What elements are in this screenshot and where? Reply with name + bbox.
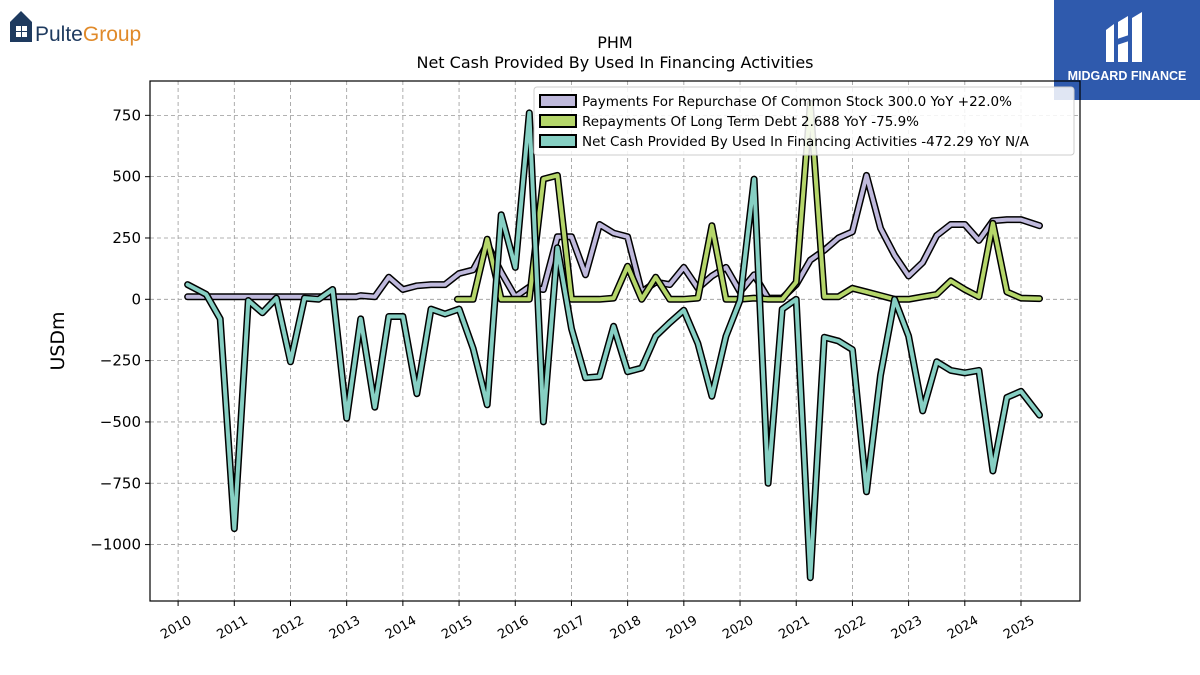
x-tick-label: 2016	[495, 613, 531, 643]
x-tick-label: 2025	[1001, 613, 1037, 643]
y-tick-label: −1000	[90, 536, 141, 554]
pultegroup-logo: PulteGroup	[8, 8, 158, 48]
x-tick-label: 2015	[439, 613, 475, 643]
svg-text:PulteGroup: PulteGroup	[35, 23, 141, 46]
x-tick-label: 2019	[664, 613, 700, 643]
y-axis-ticks: 750 500 250 0 −250 −500 −750 −1000	[90, 106, 150, 554]
midgard-finance-text: MIDGARD FINANCE	[1068, 69, 1187, 83]
x-tick-label: 2018	[608, 613, 644, 643]
x-tick-label: 2017	[552, 613, 588, 643]
x-tick-label: 2024	[945, 613, 981, 643]
legend-entry: Payments For Repurchase Of Common Stock …	[582, 94, 1012, 110]
y-tick-label: 250	[112, 229, 141, 247]
chart-subtitle: Net Cash Provided By Used In Financing A…	[416, 53, 813, 72]
y-tick-label: 750	[112, 106, 141, 124]
series-line-2	[185, 110, 1042, 580]
x-tick-label: 2010	[158, 613, 194, 643]
logo-text-pulte: Pulte	[35, 23, 83, 46]
logo-text-group: Group	[83, 23, 141, 46]
x-tick-label: 2022	[833, 613, 869, 643]
series-line-outline-0	[184, 171, 1043, 302]
legend-swatch	[539, 114, 577, 128]
house-logo-icon: PulteGroup	[10, 11, 141, 46]
x-tick-label: 2020	[720, 613, 756, 643]
x-tick-label: 2012	[271, 613, 307, 643]
legend-entry: Repayments Of Long Term Debt 2.688 YoY -…	[582, 114, 919, 130]
y-tick-label: −250	[100, 352, 141, 370]
y-tick-label: −750	[100, 474, 141, 492]
legend-entry: Net Cash Provided By Used In Financing A…	[582, 134, 1030, 150]
x-tick-label: 2013	[327, 613, 363, 643]
plot-frame	[149, 80, 1081, 602]
series-lines	[184, 99, 1043, 582]
legend: Payments For Repurchase Of Common Stock …	[533, 86, 1075, 156]
x-axis-ticks: 2010 2011 2012 2013 2014 2015 2016 2017 2018 2019…	[158, 601, 1037, 643]
legend-box	[533, 86, 1075, 156]
y-axis-label: USDm	[47, 311, 69, 370]
midgard-emblem-icon: MIDGARD FINANCE	[1068, 12, 1187, 83]
series-line-1	[455, 101, 1042, 302]
legend-swatch	[539, 134, 577, 148]
legend-swatch	[539, 94, 577, 108]
x-tick-label: 2014	[383, 613, 419, 643]
series-line-0	[185, 173, 1042, 301]
y-tick-label: 0	[131, 290, 141, 308]
x-tick-label: 2011	[214, 613, 250, 643]
chart-title: PHM	[597, 33, 632, 52]
x-tick-label: 2021	[776, 613, 812, 643]
y-tick-label: −500	[100, 413, 141, 431]
midgard-finance-logo: MIDGARD FINANCE	[1054, 0, 1200, 100]
y-tick-label: 500	[112, 168, 141, 186]
x-tick-label: 2023	[889, 613, 925, 643]
